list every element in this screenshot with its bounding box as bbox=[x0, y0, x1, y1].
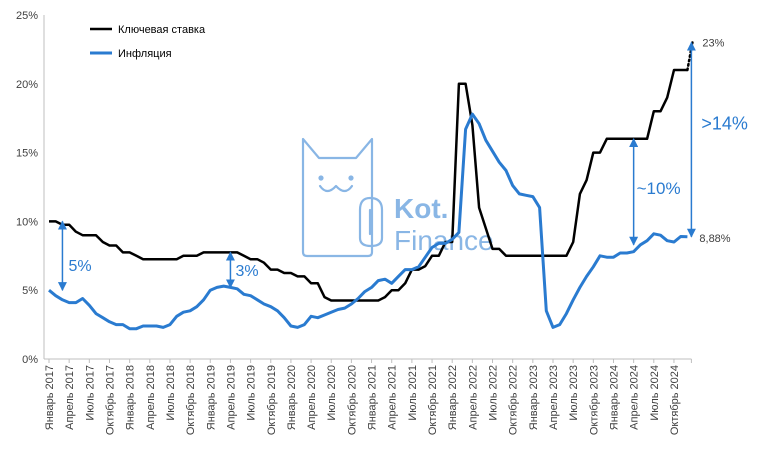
x-tick-label: Июль 2022 bbox=[488, 365, 500, 421]
x-tick-label: Апрель 2024 bbox=[629, 365, 641, 430]
annotation-label: ~10% bbox=[637, 179, 681, 198]
x-tick-label: Октябрь 2022 bbox=[508, 365, 520, 435]
line-inflation bbox=[48, 112, 688, 331]
watermark-logo: Kot. Finance bbox=[301, 137, 494, 258]
x-tick-label: Июль 2021 bbox=[407, 365, 419, 421]
cat-logo-icon bbox=[301, 137, 384, 258]
x-tick-label: Июль 2024 bbox=[649, 365, 661, 421]
x-tick-label: Апрель 2020 bbox=[306, 365, 318, 430]
annotation-label: 3% bbox=[235, 263, 258, 280]
legend-label-inflation: Инфляция bbox=[118, 48, 172, 60]
x-tick-label: Октябрь 2017 bbox=[104, 365, 116, 435]
x-tick-label: Июль 2023 bbox=[568, 365, 580, 421]
x-tick-label: Январь 2018 bbox=[125, 365, 137, 430]
watermark-text-finance: Finance bbox=[394, 225, 494, 256]
y-tick-label: 5% bbox=[22, 285, 38, 297]
x-tick-label: Январь 2024 bbox=[608, 365, 620, 430]
x-tick-label: Апрель 2018 bbox=[145, 365, 157, 430]
y-tick-label: 0% bbox=[22, 354, 38, 366]
inflation-end-label: 8,88% bbox=[699, 233, 730, 245]
annotation-label: >14% bbox=[701, 114, 748, 134]
x-tick-label: Октябрь 2024 bbox=[669, 365, 681, 435]
x-tick-label: Апрель 2021 bbox=[387, 365, 399, 430]
x-tick-label: Апрель 2023 bbox=[548, 365, 560, 430]
annotation-label: 5% bbox=[68, 258, 91, 275]
legend-label-key-rate: Ключевая ставка bbox=[118, 24, 206, 36]
y-tick-label: 25% bbox=[16, 10, 38, 22]
x-tick-label: Июль 2020 bbox=[326, 365, 338, 421]
x-tick-label: Январь 2021 bbox=[367, 365, 379, 430]
legend: Ключевая ставка Инфляция bbox=[90, 24, 206, 60]
annotations: 5% 3% ~10% >14% bbox=[57, 41, 748, 292]
x-tick-label: Апрель 2022 bbox=[467, 365, 479, 430]
watermark-text-kot: Kot. bbox=[394, 193, 448, 224]
forecast-label: 23% bbox=[702, 38, 724, 50]
line-key-rate bbox=[49, 68, 688, 302]
y-axis: 0% 5% 10% 15% 20% 25% bbox=[16, 10, 45, 366]
x-tick-label: Июль 2019 bbox=[246, 365, 258, 421]
x-axis: Январь 2017 Апрель 2017 Июль 2017 Октябрь 2… bbox=[44, 358, 692, 435]
x-tick-label: Июль 2017 bbox=[84, 365, 96, 421]
y-tick-label: 10% bbox=[16, 216, 38, 228]
x-tick-label: Январь 2020 bbox=[286, 365, 298, 430]
y-tick-label: 20% bbox=[16, 79, 38, 91]
x-tick-label: Октябрь 2020 bbox=[346, 365, 358, 435]
series-lines: 23% 8,88% bbox=[48, 38, 731, 331]
x-tick-label: Октябрь 2021 bbox=[427, 365, 439, 435]
x-tick-label: Октябрь 2018 bbox=[185, 365, 197, 435]
x-tick-label: Апрель 2017 bbox=[64, 365, 76, 430]
y-tick-label: 15% bbox=[16, 148, 38, 160]
x-tick-label: Январь 2017 bbox=[44, 365, 56, 430]
x-tick-label: Январь 2019 bbox=[205, 365, 217, 430]
x-tick-label: Апрель 2019 bbox=[225, 365, 237, 430]
x-tick-label: Январь 2022 bbox=[447, 365, 459, 430]
x-tick-label: Октябрь 2023 bbox=[588, 365, 600, 435]
x-tick-label: Июль 2018 bbox=[165, 365, 177, 421]
x-tick-label: Октябрь 2019 bbox=[266, 365, 278, 435]
x-tick-label: Январь 2023 bbox=[528, 365, 540, 430]
